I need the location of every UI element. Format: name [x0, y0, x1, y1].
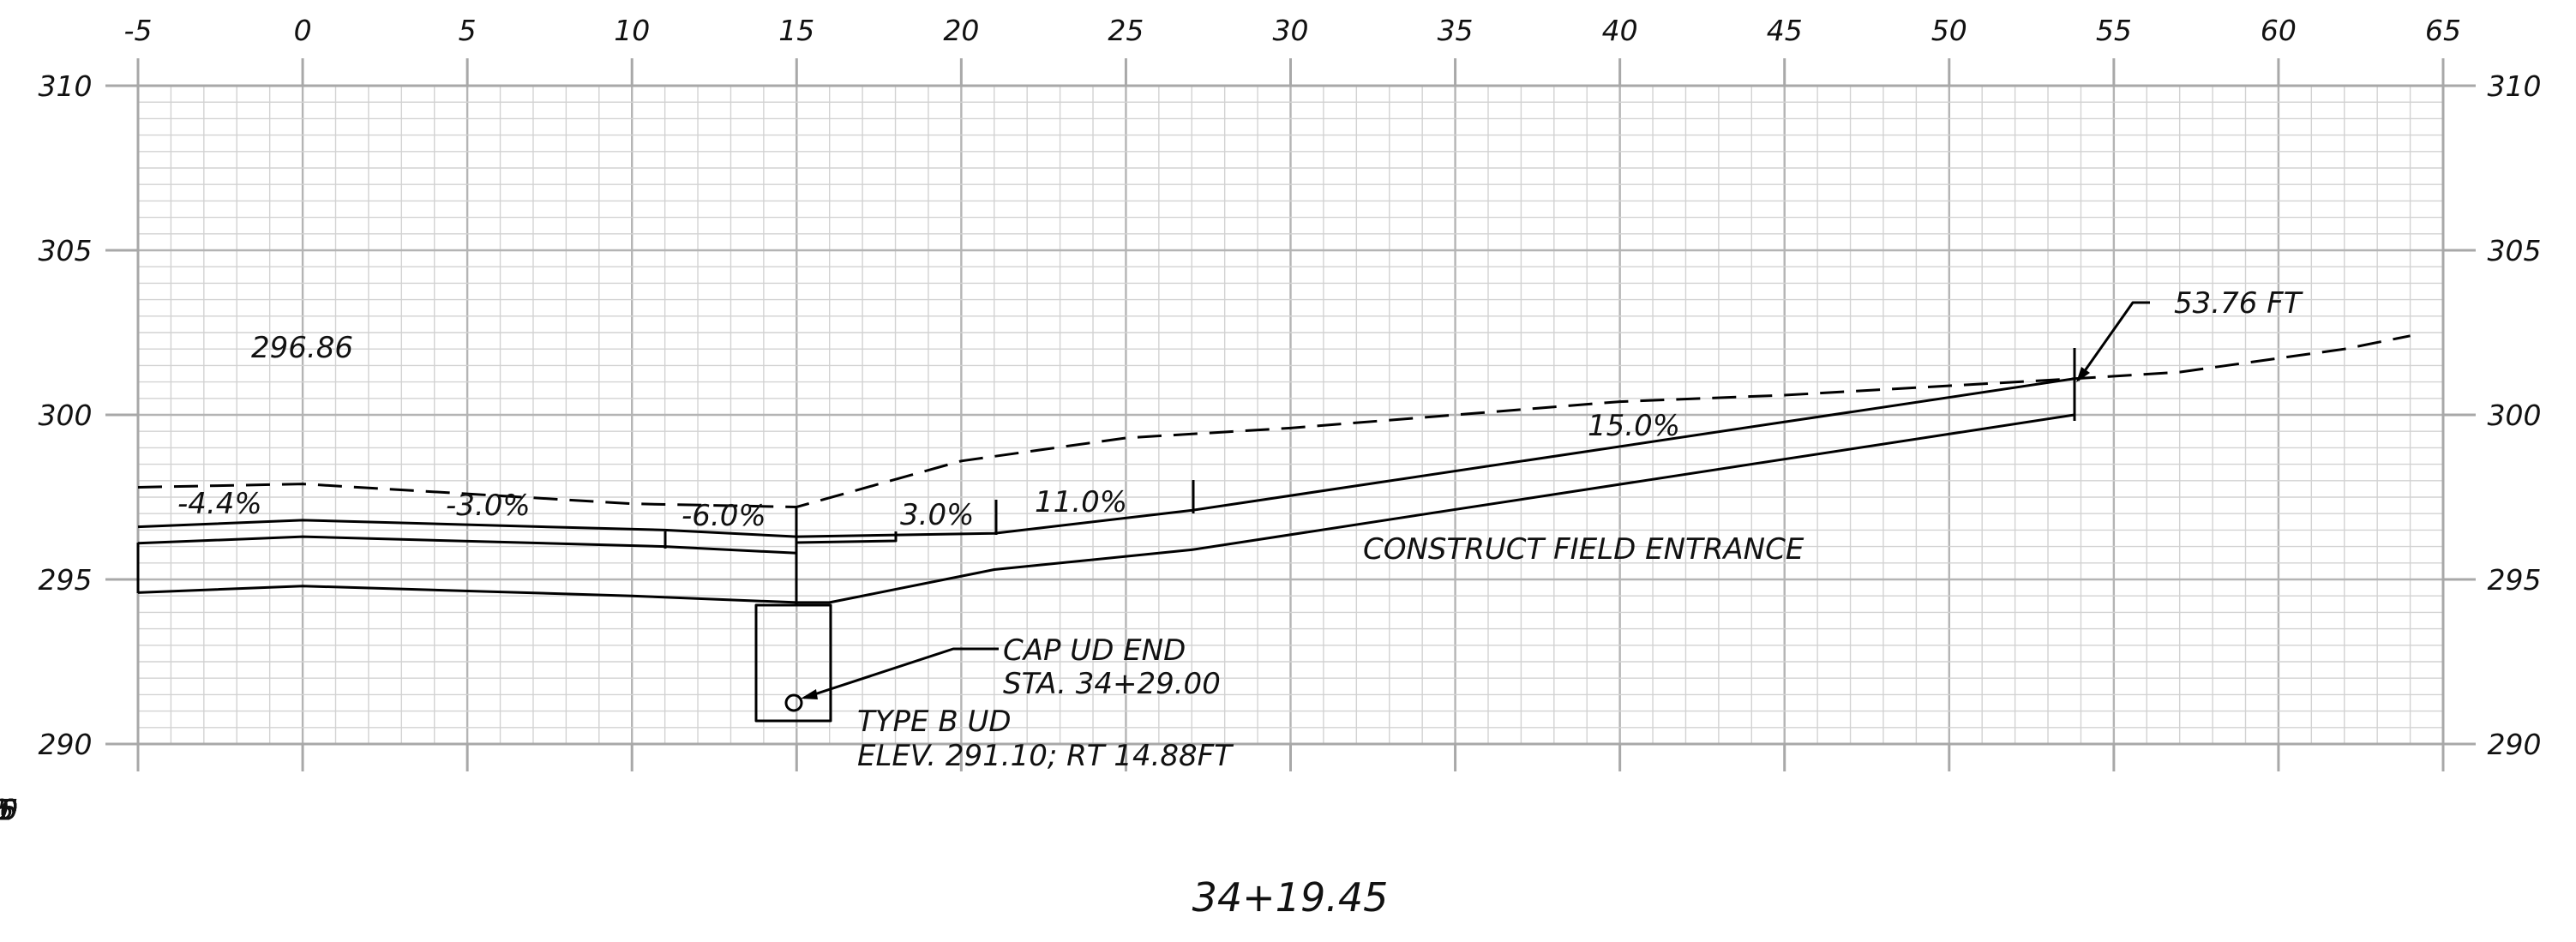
top-offset-label: 50	[1931, 14, 1967, 47]
ground-elevation-label: 296.86	[251, 331, 353, 365]
existing-ground-line	[137, 334, 2411, 509]
cap-leader-line	[803, 647, 999, 699]
annotations: 296.86 -4.4% -3.0% -6.0% 3.0% 11.0% 15.0…	[177, 286, 2303, 921]
bottom-offset-label: 40	[0, 793, 18, 826]
right-elevation-label: 295	[2488, 563, 2542, 597]
top-offset-label: 35	[1438, 14, 1474, 47]
bottom-offset-label: 45	[0, 793, 18, 826]
subgrade-line	[137, 413, 2075, 604]
right-elevation-label: 300	[2488, 399, 2542, 432]
bottom-offset-label: 15	[0, 793, 18, 826]
right-elevation-label: 310	[2488, 69, 2542, 103]
underdrain-note-line2: ELEV. 291.10; RT 14.88FT	[857, 739, 1234, 773]
left-elevation-label: 305	[39, 234, 93, 267]
construct-note: CONSTRUCT FIELD ENTRANCE	[1363, 532, 1804, 567]
bottom-offset-label: 0	[0, 793, 9, 826]
grid	[136, 84, 2445, 746]
right-elevation-label: 290	[2488, 728, 2542, 761]
right-elevation-labels: 310 305 300 295 290	[2488, 69, 2542, 761]
bottom-offset-label: -5	[0, 793, 14, 826]
arrowhead-icon	[2076, 367, 2090, 382]
top-offset-label: -5	[124, 14, 153, 47]
top-offset-label: 5	[459, 14, 477, 47]
right-elevation-label: 305	[2488, 234, 2542, 267]
top-offset-label: 15	[778, 14, 814, 47]
left-elevation-label: 310	[39, 69, 93, 103]
cap-note-line1: CAP UD END	[1003, 633, 1186, 668]
bottom-offset-label: 30	[0, 793, 18, 826]
station-title: 34+19.45	[1192, 874, 1389, 921]
bottom-offset-labels: -5 0 5 10 15 20 25 30 35 40 45 50 55 60 …	[0, 793, 18, 826]
slope-label: 3.0%	[900, 498, 974, 532]
top-offset-label: 25	[1108, 14, 1144, 47]
bottom-offset-label: 65	[0, 793, 18, 826]
axis-ticks	[105, 58, 2476, 771]
slope-label: -3.0%	[446, 489, 531, 523]
top-offset-label: 30	[1273, 14, 1309, 47]
slope-label: -6.0%	[682, 499, 766, 533]
structure-details	[136, 301, 2150, 723]
cap-note-line2: STA. 34+29.00	[1003, 667, 1221, 701]
bottom-offset-label: 60	[0, 793, 18, 826]
bottom-offset-label: 25	[0, 793, 18, 826]
top-offset-label: 0	[294, 14, 312, 47]
top-offset-label: 40	[1602, 14, 1638, 47]
left-elevation-label: 290	[39, 728, 93, 761]
top-offset-label: 65	[2425, 14, 2461, 47]
left-elevation-label: 300	[39, 399, 93, 432]
step-line	[796, 531, 898, 544]
underdrain-trench	[754, 603, 832, 723]
top-offset-label: 55	[2096, 14, 2132, 47]
underdrain-pipe-icon	[784, 693, 803, 712]
bottom-offset-label: 55	[0, 793, 18, 826]
left-elevation-label: 295	[39, 563, 93, 597]
arrowhead-icon	[801, 689, 818, 699]
bottom-offset-label: 5	[0, 793, 9, 826]
bottom-offset-label: 20	[0, 793, 18, 826]
offset-callout: 53.76 FT	[2174, 286, 2303, 321]
top-offset-label: 10	[614, 14, 650, 47]
underdrain-note-line1: TYPE B UD	[857, 705, 1012, 739]
offset-leader-line	[2076, 301, 2150, 381]
top-offset-label: 20	[943, 14, 979, 47]
pavement-layer-line	[137, 535, 797, 555]
top-offset-label: 60	[2261, 14, 2297, 47]
slope-label: 11.0%	[1035, 485, 1127, 519]
bottom-offset-label: 35	[0, 793, 18, 826]
top-offset-label: 45	[1767, 14, 1803, 47]
slope-label: 15.0%	[1588, 409, 1680, 443]
bottom-offset-label: 10	[0, 793, 18, 826]
top-offset-labels: -5 0 5 10 15 20 25 30 35 40 45 50 55 60 …	[124, 14, 2461, 47]
bottom-offset-label: 50	[0, 793, 18, 826]
left-elevation-labels: 310 305 300 295 290	[39, 69, 93, 761]
slope-label: -4.4%	[177, 487, 262, 521]
